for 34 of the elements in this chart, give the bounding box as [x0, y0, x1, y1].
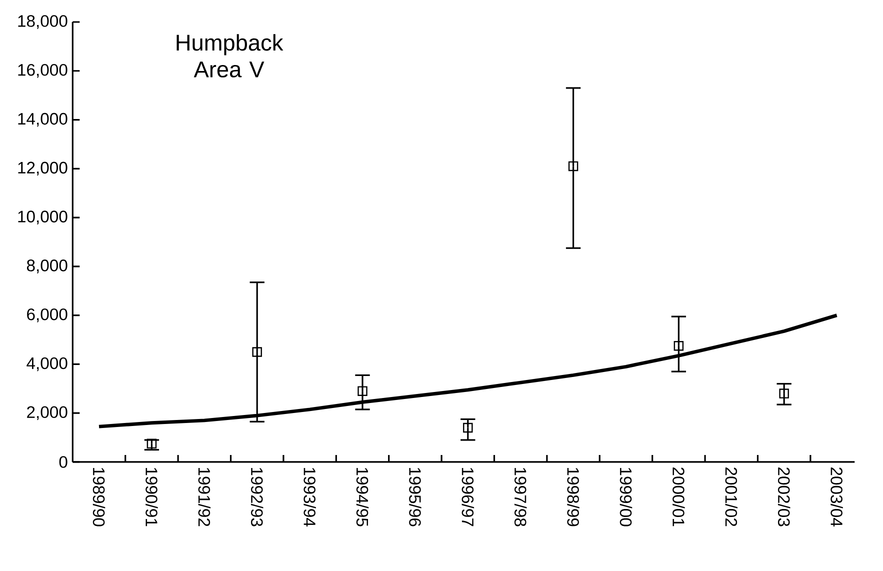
x-tick-label: 2000/01 — [672, 468, 685, 526]
y-tick-label: 18,000 — [18, 15, 68, 29]
x-tick-label: 1999/00 — [620, 468, 632, 526]
point — [358, 386, 368, 396]
x-tick-label: 1989/90 — [92, 468, 106, 526]
x-tick-label: 1991/92 — [198, 468, 211, 526]
x-tick-label: 1992/93 — [250, 468, 264, 526]
point — [568, 161, 578, 172]
x-tick-label: 1990/91 — [146, 468, 158, 526]
y-tick-label: 10,000 — [18, 210, 68, 224]
x-tick-label: 1997/98 — [514, 468, 527, 526]
x-tick-label: 1996/97 — [462, 468, 474, 526]
point — [779, 388, 789, 398]
y-tick-label: 8,000 — [26, 260, 68, 274]
y-tick-label: 4,000 — [26, 357, 68, 372]
y-tick-label: 2,000 — [27, 406, 68, 420]
y-tick-label: 6,000 — [27, 308, 68, 322]
y-tick-label: 0 — [59, 456, 68, 468]
line-series — [97, 314, 839, 428]
point — [674, 341, 684, 351]
x-tick-label: 1993/94 — [304, 468, 316, 526]
y-tick-label: 16,000 — [18, 64, 68, 78]
y-tick-label: 12,000 — [18, 162, 68, 176]
x-tick-label: 2002/03 — [778, 468, 790, 526]
x-tick-label: 1995/96 — [409, 468, 422, 526]
text: Humpback Area V — [176, 34, 284, 78]
x-tick-label: 2001/02 — [725, 468, 738, 526]
x-tick-label: 2003/04 — [830, 468, 843, 526]
x-tick-label: 1994/95 — [356, 468, 369, 526]
point — [463, 422, 473, 433]
point — [252, 347, 262, 357]
x-tick-label: 1998/99 — [567, 468, 580, 526]
y-tick-label: 14,000 — [18, 112, 68, 127]
point — [146, 438, 157, 449]
